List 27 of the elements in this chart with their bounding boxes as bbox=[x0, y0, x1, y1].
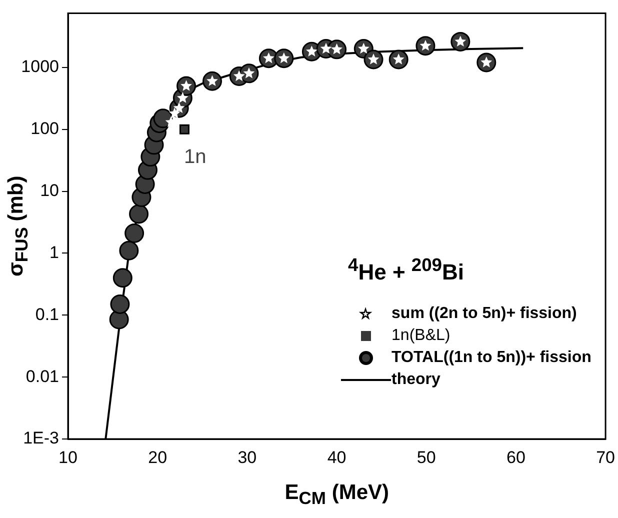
point bbox=[124, 223, 144, 243]
y-tick-label: 1E-3 bbox=[23, 428, 59, 448]
legend-label: theory bbox=[392, 371, 440, 389]
x-tick-label: 50 bbox=[416, 448, 436, 467]
point bbox=[119, 240, 139, 260]
x-tick-label: 60 bbox=[506, 448, 526, 467]
point bbox=[129, 204, 149, 224]
x-tick-label: 10 bbox=[58, 448, 78, 467]
annotation: $^{4}$He + $^{209}$Bi bbox=[348, 254, 464, 286]
x-tick-label: 40 bbox=[327, 448, 346, 467]
x-tick-label: 20 bbox=[148, 448, 168, 467]
legend-label: sum ((2n to 5n)+ fission) bbox=[392, 305, 577, 323]
y-tick-label: 1 bbox=[50, 242, 59, 262]
x-axis-title: E$_{CM}$ (MeV) bbox=[284, 481, 389, 510]
point bbox=[112, 268, 132, 288]
y-tick-label: 0.01 bbox=[26, 366, 59, 386]
point bbox=[110, 294, 130, 314]
annotation: 1n bbox=[184, 146, 206, 169]
y-tick-label: 100 bbox=[30, 119, 59, 138]
legend-label: 1n(B&L) bbox=[392, 327, 450, 345]
legend-label: TOTAL((1n to 5n))+ fission bbox=[392, 349, 592, 367]
y-tick-label: 1000 bbox=[21, 57, 59, 76]
y-tick-label: 10 bbox=[40, 180, 59, 200]
y-tick-label: 0.1 bbox=[35, 304, 59, 324]
x-tick-label: 70 bbox=[596, 448, 616, 467]
x-tick-label: 30 bbox=[238, 448, 257, 467]
point bbox=[179, 124, 190, 134]
